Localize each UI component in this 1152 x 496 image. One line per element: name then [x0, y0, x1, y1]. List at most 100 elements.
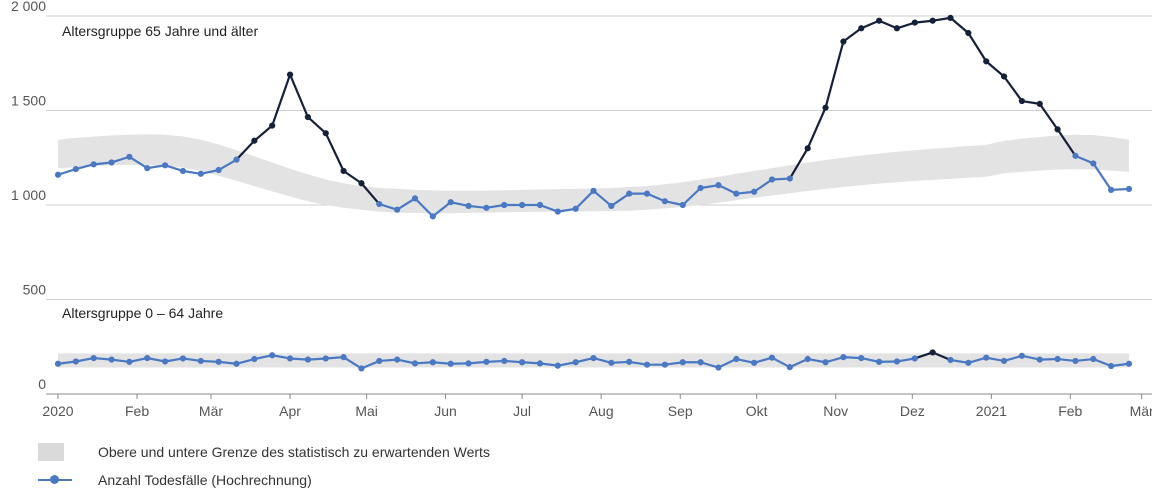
- data-point: [840, 38, 846, 44]
- data-point: [1019, 98, 1025, 104]
- data-point: [126, 359, 132, 365]
- x-axis: [46, 394, 1152, 399]
- data-point: [465, 360, 471, 366]
- y-tick-label: 1 000: [11, 187, 46, 203]
- data-point: [1001, 73, 1007, 79]
- data-point: [448, 361, 454, 367]
- data-point: [662, 198, 668, 204]
- data-point: [376, 358, 382, 364]
- legend-swatch-band: [38, 443, 64, 461]
- data-point: [394, 207, 400, 213]
- data-point: [947, 357, 953, 363]
- data-point: [73, 166, 79, 172]
- data-point: [894, 25, 900, 31]
- data-point: [876, 18, 882, 24]
- legend-item-band: Obere und untere Grenze des statistisch …: [38, 440, 490, 464]
- data-point: [983, 355, 989, 361]
- legend: Obere und untere Grenze des statistisch …: [38, 440, 490, 496]
- data-point: [519, 359, 525, 365]
- data-point: [537, 360, 543, 366]
- x-tick-label: Feb: [1058, 403, 1082, 419]
- y-tick-label: 1 500: [11, 93, 46, 109]
- line-segment: [826, 42, 844, 108]
- data-point: [769, 355, 775, 361]
- x-tick-label: Jul: [513, 403, 531, 419]
- data-point: [590, 355, 596, 361]
- data-point: [412, 195, 418, 201]
- x-tick-label: Sep: [668, 403, 693, 419]
- data-point: [501, 202, 507, 208]
- line-segment: [254, 126, 272, 141]
- data-point: [840, 354, 846, 360]
- data-point: [608, 360, 614, 366]
- x-tick-label: Aug: [589, 403, 614, 419]
- data-point: [680, 202, 686, 208]
- line-segment: [986, 61, 1004, 76]
- data-point: [626, 359, 632, 365]
- data-point: [216, 359, 222, 365]
- data-point: [269, 352, 275, 358]
- data-point: [1037, 101, 1043, 107]
- data-point: [1037, 357, 1043, 363]
- data-point: [715, 182, 721, 188]
- data-point: [626, 191, 632, 197]
- legend-item-line: Anzahl Todesfälle (Hochrechnung): [38, 468, 490, 492]
- y-tick-label: 0: [38, 376, 46, 392]
- data-point: [965, 30, 971, 36]
- line-segment: [808, 108, 826, 149]
- data-point: [1055, 126, 1061, 132]
- x-tick-label: Feb: [125, 403, 149, 419]
- data-point: [394, 357, 400, 363]
- data-point: [144, 355, 150, 361]
- data-point: [751, 360, 757, 366]
- data-point: [733, 356, 739, 362]
- data-point: [91, 355, 97, 361]
- data-point: [108, 159, 114, 165]
- data-point: [608, 203, 614, 209]
- data-point: [233, 157, 239, 163]
- data-point: [1055, 356, 1061, 362]
- data-point: [180, 355, 186, 361]
- x-tick-label: Apr: [279, 403, 301, 419]
- data-point: [1108, 187, 1114, 193]
- line-segment: [843, 28, 861, 41]
- x-tick-label: Mai: [355, 403, 378, 419]
- data-point: [876, 359, 882, 365]
- line-segment: [1040, 104, 1058, 130]
- data-point: [323, 130, 329, 136]
- data-point: [144, 165, 150, 171]
- data-point: [894, 358, 900, 364]
- data-point: [91, 161, 97, 167]
- data-point: [501, 358, 507, 364]
- data-point: [573, 206, 579, 212]
- data-point: [787, 364, 793, 370]
- legend-label-line: Anzahl Todesfälle (Hochrechnung): [98, 472, 312, 488]
- data-point: [412, 360, 418, 366]
- data-point: [858, 25, 864, 31]
- data-point: [55, 172, 61, 178]
- data-point: [251, 356, 257, 362]
- x-tick-label: 2020: [42, 403, 73, 419]
- data-point: [162, 162, 168, 168]
- data-point: [573, 359, 579, 365]
- x-tick-label: Dez: [900, 403, 925, 419]
- y-tick-label: 2 000: [11, 0, 46, 14]
- data-point: [233, 361, 239, 367]
- legend-swatch-line: [38, 471, 72, 489]
- data-point: [126, 154, 132, 160]
- data-point: [644, 191, 650, 197]
- data-point: [930, 349, 936, 355]
- data-point: [822, 105, 828, 111]
- panel-label-0-64: Altersgruppe 0 – 64 Jahre: [62, 305, 223, 321]
- data-point: [465, 203, 471, 209]
- data-point: [1126, 361, 1132, 367]
- data-point: [180, 168, 186, 174]
- x-tick-label: Mär: [1130, 403, 1152, 419]
- line-segment: [968, 33, 986, 61]
- data-point: [698, 185, 704, 191]
- data-point: [555, 363, 561, 369]
- line-segment: [1004, 76, 1022, 101]
- data-point: [1090, 356, 1096, 362]
- data-point: [1001, 358, 1007, 364]
